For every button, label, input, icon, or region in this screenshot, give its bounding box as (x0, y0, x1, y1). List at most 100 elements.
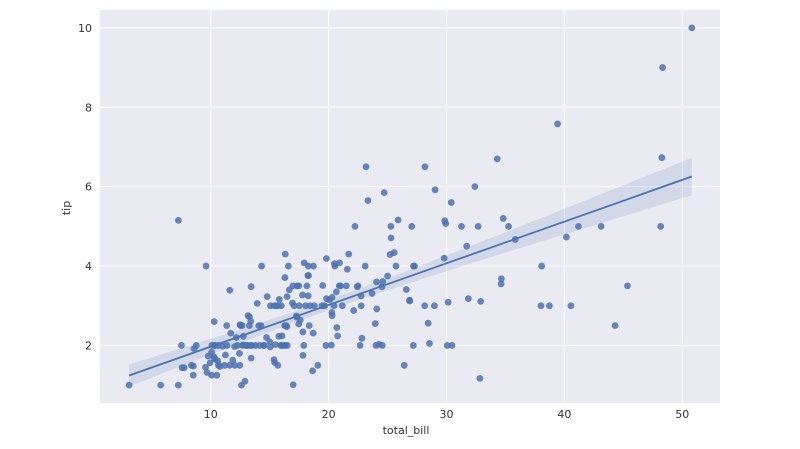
data-point (192, 342, 200, 349)
data-point (357, 302, 365, 310)
data-point (283, 323, 291, 331)
data-point (327, 341, 335, 349)
data-point (226, 286, 234, 294)
y-tick-label: 10 (78, 22, 92, 35)
data-point (688, 24, 696, 32)
data-point (231, 361, 239, 369)
confidence-band-area (129, 157, 692, 387)
data-point (299, 351, 307, 359)
data-point (345, 250, 353, 258)
data-point (421, 302, 429, 310)
confidence-band (129, 157, 692, 387)
y-tick-labels: 2 4 6 8 10 (78, 22, 92, 353)
data-point (358, 334, 366, 342)
data-point (322, 342, 330, 349)
data-point (373, 278, 380, 286)
x-tick-label: 50 (675, 408, 689, 421)
y-tick-label: 4 (85, 260, 92, 273)
data-point (305, 272, 312, 279)
data-point (263, 293, 271, 301)
x-axis-label: total_bill (383, 424, 430, 437)
data-point (247, 354, 255, 362)
data-point (229, 356, 237, 364)
data-point (493, 155, 501, 163)
data-point (290, 302, 298, 310)
data-point (234, 342, 241, 349)
data-point (299, 328, 307, 336)
data-point (444, 298, 452, 306)
data-point (310, 262, 317, 270)
data-point (387, 222, 395, 230)
data-point (380, 189, 388, 197)
data-point (371, 320, 379, 328)
data-point (430, 302, 438, 310)
plot-background (100, 10, 720, 403)
data-point (499, 215, 507, 222)
data-point (373, 305, 381, 313)
data-point (458, 222, 465, 230)
data-point (227, 329, 235, 337)
data-point (497, 280, 505, 288)
data-point (421, 163, 429, 171)
data-point (338, 302, 346, 310)
data-point (253, 299, 261, 307)
data-point (356, 342, 364, 349)
data-point (390, 249, 398, 256)
data-point (361, 262, 369, 270)
y-axis-label: tip (60, 201, 73, 215)
data-point (611, 322, 619, 329)
data-point (537, 302, 545, 310)
regression-line-path (128, 175, 693, 377)
data-point (336, 259, 343, 267)
data-point (384, 272, 392, 280)
data-point (409, 342, 417, 349)
data-point (310, 302, 318, 310)
data-point (351, 222, 359, 230)
data-point (319, 282, 327, 289)
data-point (328, 312, 336, 320)
data-point (538, 262, 546, 270)
data-point (236, 349, 243, 357)
data-point (247, 283, 255, 291)
data-point (443, 342, 451, 349)
data-point (448, 342, 456, 349)
data-point (174, 381, 182, 389)
data-point (379, 278, 387, 285)
data-point (304, 292, 312, 300)
data-point (497, 275, 505, 283)
data-point (426, 340, 433, 347)
data-point (223, 322, 231, 329)
data-point (226, 361, 233, 369)
data-point (476, 374, 484, 382)
data-point (350, 307, 358, 314)
data-point (464, 295, 472, 302)
data-point (189, 371, 197, 379)
data-point (364, 197, 372, 204)
data-point (323, 255, 330, 262)
data-point (260, 342, 268, 349)
data-point (174, 216, 182, 224)
data-point (406, 297, 414, 305)
data-point (505, 222, 512, 230)
data-point (659, 64, 666, 71)
data-point (424, 319, 432, 327)
data-point (342, 282, 350, 290)
data-point (463, 242, 471, 250)
data-point (408, 222, 416, 230)
data-point (202, 363, 209, 371)
data-point (314, 361, 322, 369)
data-point (332, 288, 340, 296)
data-point (277, 302, 285, 310)
data-point (471, 183, 479, 191)
data-point (354, 282, 362, 290)
data-point (328, 294, 336, 301)
data-point (257, 322, 265, 329)
y-tick-label: 8 (85, 101, 92, 114)
data-points (125, 24, 696, 389)
data-point (554, 120, 561, 128)
y-tick-label: 2 (85, 339, 92, 352)
data-point (394, 216, 402, 224)
data-point (157, 381, 165, 389)
data-point (213, 371, 221, 379)
